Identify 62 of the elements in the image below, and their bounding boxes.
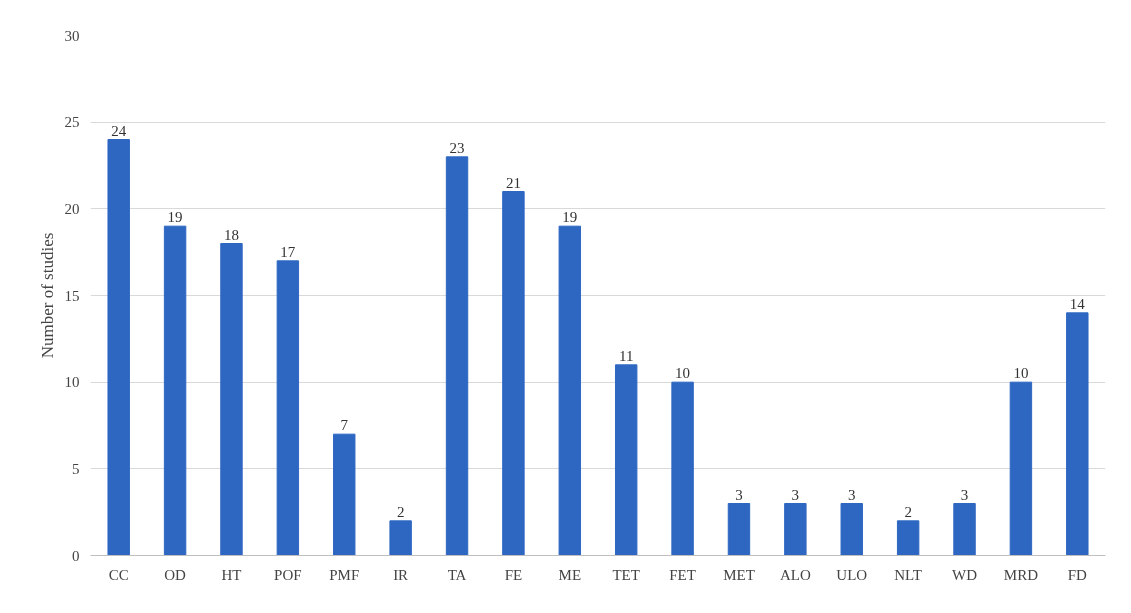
bar: [784, 503, 807, 556]
bar: [727, 503, 751, 556]
bar: [445, 156, 469, 556]
x-tick-label: TET: [612, 566, 640, 583]
bar: [614, 364, 638, 556]
x-tick-label: ULO: [836, 566, 868, 583]
data-label: 17: [280, 243, 296, 260]
x-tick-label: OD: [164, 566, 187, 583]
x-tick-label: MET: [723, 566, 755, 583]
bar: [953, 503, 976, 556]
x-tick-label: ALO: [779, 566, 811, 583]
x-tick-label: FD: [1067, 566, 1088, 583]
bar: [1009, 381, 1033, 556]
bar: [163, 225, 187, 556]
bar: [389, 520, 412, 556]
bar: [1066, 312, 1089, 556]
y-axis-title: Number of studies: [37, 232, 57, 359]
data-label: 3: [960, 486, 969, 503]
x-tick-label: PMF: [329, 566, 360, 583]
y-tick-label: 15: [64, 287, 80, 304]
x-tick-label: FET: [669, 566, 696, 583]
data-label: 19: [167, 209, 183, 226]
y-tick-label: 30: [64, 27, 80, 44]
bar: [220, 243, 243, 556]
y-tick-label: 20: [64, 200, 80, 217]
x-tick-label: POF: [274, 566, 302, 583]
bar: [671, 381, 694, 556]
data-label: 10: [675, 365, 691, 382]
data-label: 23: [449, 139, 465, 156]
data-label: 2: [396, 503, 405, 520]
bar: [896, 520, 920, 556]
y-tick-label: 5: [72, 460, 80, 477]
data-label: 18: [223, 226, 239, 243]
x-tick-label: WD: [952, 566, 978, 583]
data-label: 3: [735, 486, 743, 503]
data-label: 21: [505, 174, 521, 191]
x-tick-label: HT: [221, 566, 242, 583]
data-label: 19: [562, 209, 578, 226]
x-tick-label: CC: [108, 566, 129, 583]
data-label: 2: [904, 503, 912, 520]
bar: [558, 225, 582, 556]
x-tick-label: FE: [504, 566, 523, 583]
bar: [502, 191, 525, 556]
bar: [107, 139, 130, 556]
data-label: 10: [1013, 365, 1029, 382]
y-tick-label: 10: [64, 374, 80, 391]
bar: [840, 503, 863, 556]
y-tick-label: 0: [72, 547, 80, 564]
data-label: 3: [791, 486, 800, 503]
data-label: 14: [1069, 295, 1086, 312]
data-label: 3: [848, 486, 856, 503]
x-tick-label: MRD: [1003, 566, 1039, 583]
x-tick-label: NLT: [894, 566, 923, 583]
x-tick-label: TA: [447, 566, 467, 583]
x-tick-label: ME: [558, 566, 582, 583]
bar: [276, 260, 300, 556]
data-label: 11: [618, 347, 634, 364]
data-label: 7: [340, 417, 349, 434]
data-label: 24: [111, 122, 127, 139]
bar: [333, 433, 356, 556]
y-tick-label: 25: [64, 114, 80, 131]
x-tick-label: IR: [393, 566, 409, 583]
